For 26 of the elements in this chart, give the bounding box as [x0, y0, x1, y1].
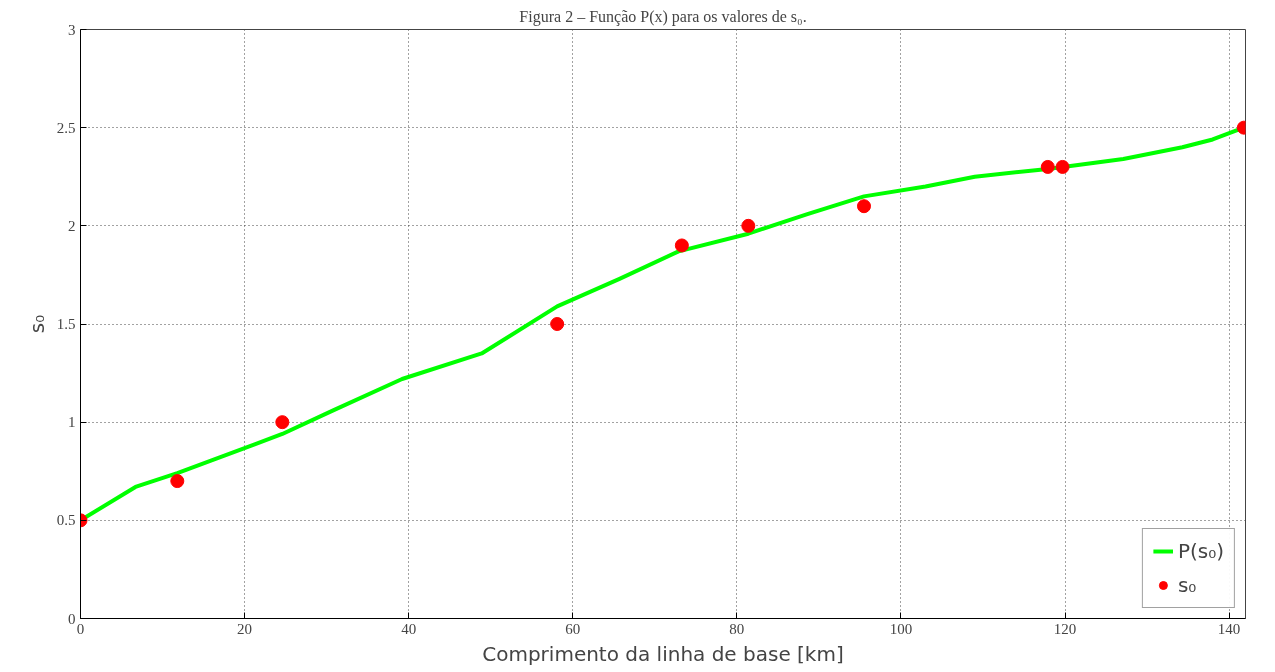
point	[857, 199, 871, 214]
y-axis-title: s₀	[24, 314, 49, 334]
x-tick-label: 120	[1053, 620, 1077, 637]
y-tick-label: 0.5	[56, 512, 76, 529]
y-tick-label: 1.5	[56, 316, 76, 332]
x-tick-label: 40	[401, 620, 417, 637]
y-tick-label: 3	[68, 21, 76, 38]
legend-label: P(s₀)	[1177, 539, 1224, 563]
point	[1055, 159, 1070, 174]
x-tick-label: 140	[1217, 620, 1241, 637]
y-tick-label: 1	[68, 414, 76, 431]
point	[170, 474, 185, 489]
point	[741, 218, 756, 233]
x-axis-title: Comprimento da linha de base [km]	[482, 641, 844, 666]
x-tick-label: 60	[565, 620, 581, 637]
y-tick-label: 2.5	[56, 119, 76, 136]
y-tick-label: 2	[68, 217, 76, 234]
chart-title: Figura 2 – Função P(x) para os valores de s₀.	[519, 7, 807, 26]
x-tick-label: 80	[729, 620, 745, 637]
point	[1040, 159, 1055, 174]
point	[275, 415, 290, 430]
x-tick-label: 100	[889, 620, 913, 637]
x-tick-label: 20	[237, 620, 253, 637]
legend-label: s₀	[1177, 573, 1198, 597]
point	[674, 238, 689, 253]
point	[550, 317, 565, 331]
